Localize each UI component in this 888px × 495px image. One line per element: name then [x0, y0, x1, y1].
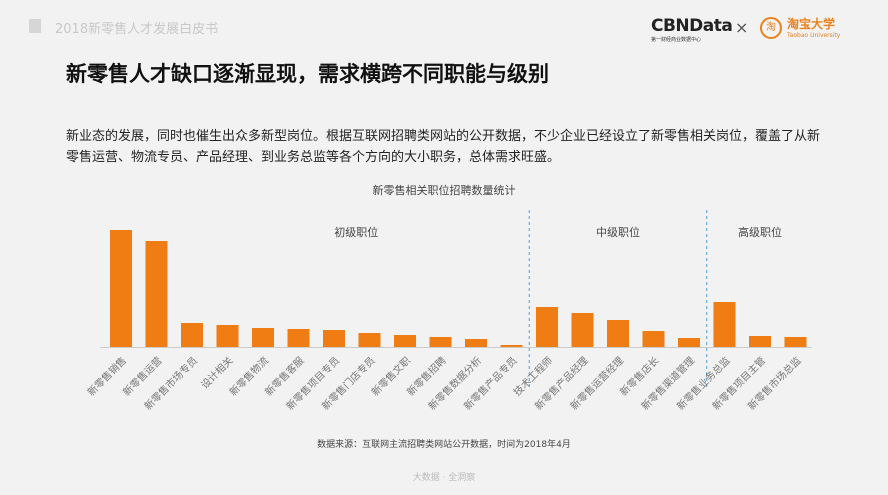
group-label: 高级职位	[738, 225, 782, 239]
bar	[678, 338, 700, 347]
chart-title: 新零售相关职位招聘数量统计	[373, 183, 516, 197]
bar	[358, 333, 381, 347]
times-separator: ×	[735, 18, 749, 37]
bar	[500, 345, 523, 347]
bar	[429, 337, 452, 347]
bar	[216, 325, 239, 347]
bar	[749, 336, 771, 347]
bar	[713, 302, 736, 347]
bar	[252, 328, 274, 347]
bar	[465, 339, 487, 347]
group-label: 中级职位	[596, 225, 640, 239]
page-title: 新零售人才缺口逐渐显现，需求横跨不同职能与级别	[66, 62, 549, 86]
bar	[181, 323, 203, 347]
bar	[110, 230, 132, 347]
report-title: 2018新零售人才发展白皮书	[55, 22, 219, 37]
bar	[323, 330, 345, 347]
taobao-logo: 淘宝大学	[787, 17, 836, 31]
taobao-logo-sub: Taobao University	[787, 32, 841, 39]
bar	[394, 335, 416, 347]
taobao-logo-icon: 淘	[760, 17, 782, 39]
footer-tagline: 大数据 · 全洞察	[412, 473, 476, 483]
bar	[607, 320, 629, 347]
bar	[536, 307, 558, 347]
cbndata-logo-sub: 第一财经商业数据中心	[651, 37, 702, 43]
group-label: 初级职位	[334, 225, 378, 239]
cbndata-logo: CBNData	[651, 16, 733, 36]
bar	[145, 241, 168, 347]
data-source: 数据来源：互联网主流招聘类网站公开数据，时间为2018年4月	[317, 440, 571, 450]
bar	[784, 337, 807, 347]
x-tick-label: 设计相关	[198, 354, 235, 391]
header-square-icon	[29, 19, 41, 33]
bar	[571, 313, 594, 347]
intro-paragraph: 新业态的发展，同时也催生出众多新型岗位。根据互联网招聘类网站的公开数据，不少企业…	[66, 129, 821, 165]
bar	[642, 331, 665, 347]
bar	[287, 329, 310, 347]
